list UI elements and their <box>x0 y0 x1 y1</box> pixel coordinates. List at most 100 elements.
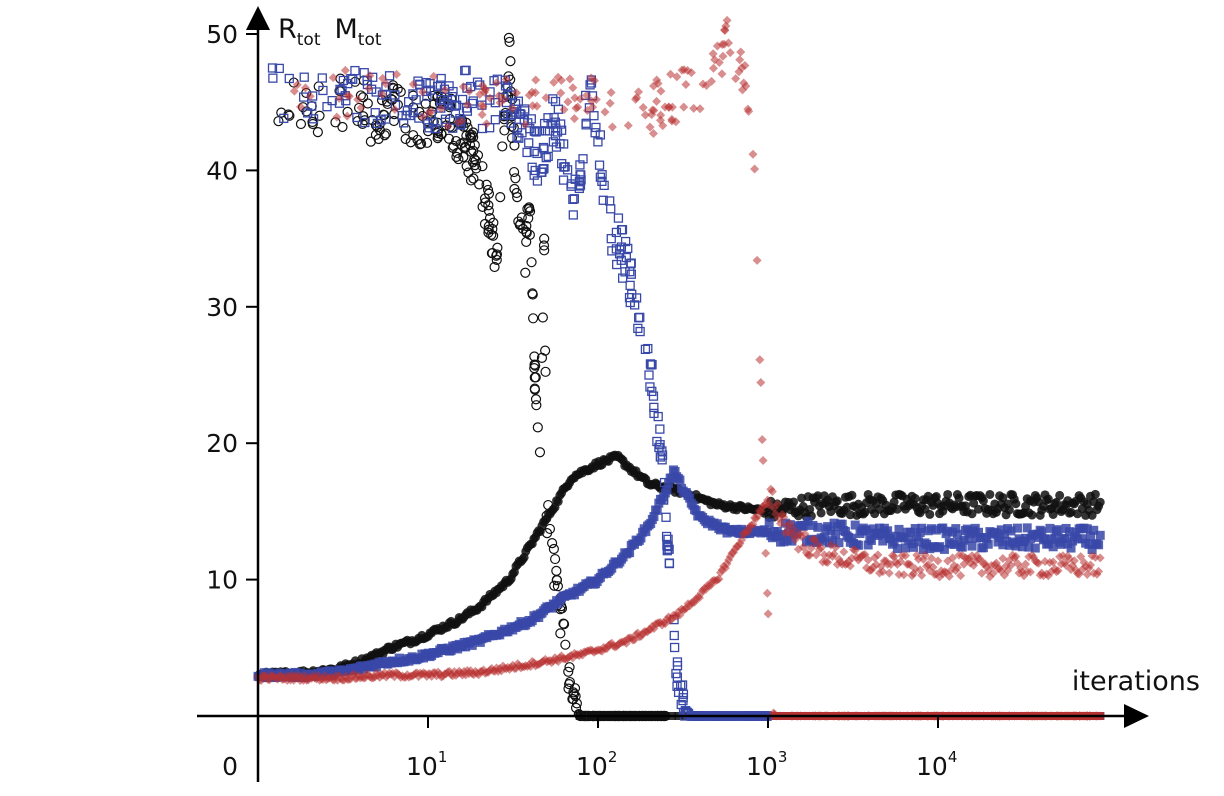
rtot-point <box>504 36 515 48</box>
rtot-point <box>708 49 718 59</box>
rtot-point <box>590 128 600 138</box>
rtot-point <box>731 74 741 84</box>
mtot-point <box>691 506 701 516</box>
rtot-point <box>477 110 487 120</box>
rtot-point <box>652 75 662 85</box>
mtot-point <box>900 551 910 561</box>
rtot-point <box>523 213 534 224</box>
rtot-point <box>548 137 559 147</box>
rtot-point <box>558 175 569 185</box>
rtot-point <box>630 300 640 310</box>
mtot-point <box>808 520 818 530</box>
mtot-point <box>1030 543 1040 553</box>
rtot-point <box>645 122 655 132</box>
rtot-point <box>553 72 563 82</box>
rtot-point <box>523 202 535 213</box>
mtot-point <box>1025 567 1035 577</box>
mtot-point <box>819 550 829 560</box>
rtot-point <box>649 402 659 413</box>
rtot-point <box>527 288 538 299</box>
rtot-point <box>559 162 569 172</box>
rtot-point <box>664 558 675 569</box>
rtot-point <box>661 531 672 542</box>
rtot-point <box>717 69 727 79</box>
rtot-point <box>540 366 551 377</box>
rtot-point <box>479 218 491 230</box>
rtot-point <box>402 106 413 116</box>
data-marks-layer <box>253 15 1105 722</box>
rtot-point <box>312 126 323 138</box>
mtot-point <box>1034 558 1044 568</box>
mtot-point <box>876 528 886 538</box>
mtot-point <box>845 510 855 520</box>
mtot-point <box>985 489 995 499</box>
rtot-point <box>655 440 665 450</box>
rtot-point <box>483 200 494 211</box>
rtot-point <box>337 121 348 133</box>
rtot-point <box>657 455 667 465</box>
mtot-point <box>957 542 967 552</box>
rtot-point <box>652 436 662 447</box>
mtot-point <box>943 526 953 536</box>
mtot-point <box>889 497 899 507</box>
mtot-point <box>894 524 904 534</box>
mtot-point <box>1048 542 1058 552</box>
rtot-point <box>447 100 457 110</box>
mtot-point <box>831 529 841 539</box>
rtot-point <box>672 681 682 691</box>
mtot-point <box>1095 553 1105 563</box>
mtot-point <box>863 540 873 550</box>
rtot-point <box>581 120 591 130</box>
rtot-point <box>273 116 284 127</box>
x-axis-label: iterations <box>1072 666 1200 697</box>
rtot-point <box>486 229 497 240</box>
rtot-point <box>531 127 541 137</box>
mtot-point <box>920 550 930 560</box>
rtot-point <box>365 71 375 81</box>
rtot-point <box>350 65 360 76</box>
mtot-point <box>1034 532 1044 542</box>
rtot-point <box>267 63 278 73</box>
rtot-point <box>664 558 674 568</box>
rtot-point <box>292 80 302 90</box>
rtot-point <box>478 102 488 112</box>
rtot-point <box>430 123 440 134</box>
rtot-point <box>570 93 580 103</box>
x-tick-label: 102 <box>576 748 617 781</box>
rtot-point <box>721 21 731 31</box>
rtot-point <box>451 135 462 147</box>
rtot-point <box>626 269 636 279</box>
mtot-point <box>948 553 958 563</box>
rtot-point <box>405 137 416 148</box>
rtot-point <box>532 422 543 433</box>
mtot-point <box>1051 497 1061 507</box>
mtot-point <box>866 535 876 545</box>
rtot-point <box>719 39 729 49</box>
rtot-point <box>574 183 584 194</box>
rtot-point <box>317 73 327 83</box>
rtot-point <box>348 74 358 84</box>
rtot-point <box>527 162 537 172</box>
rtot-point <box>344 91 354 101</box>
rtot-point <box>681 80 691 90</box>
rtot-point <box>661 512 671 522</box>
rtot-point <box>268 73 278 83</box>
mtot-point <box>1082 570 1092 580</box>
rtot-point <box>635 326 645 337</box>
rtot-point <box>532 148 542 159</box>
rtot-point <box>648 391 659 401</box>
mtot-point <box>789 524 799 534</box>
rtot-point <box>482 184 494 196</box>
rtot-point <box>551 574 562 586</box>
mtot-point <box>1053 566 1063 576</box>
mtot-point <box>1011 541 1021 551</box>
rtot-point <box>540 345 551 356</box>
rtot-point <box>563 679 575 690</box>
mtot-point <box>892 544 902 554</box>
rtot-point <box>499 94 509 104</box>
mtot-point <box>806 543 816 553</box>
rtot-point <box>568 689 580 700</box>
rtot-point <box>528 313 539 324</box>
mtot-point <box>894 570 904 580</box>
rtot-point <box>543 151 553 162</box>
